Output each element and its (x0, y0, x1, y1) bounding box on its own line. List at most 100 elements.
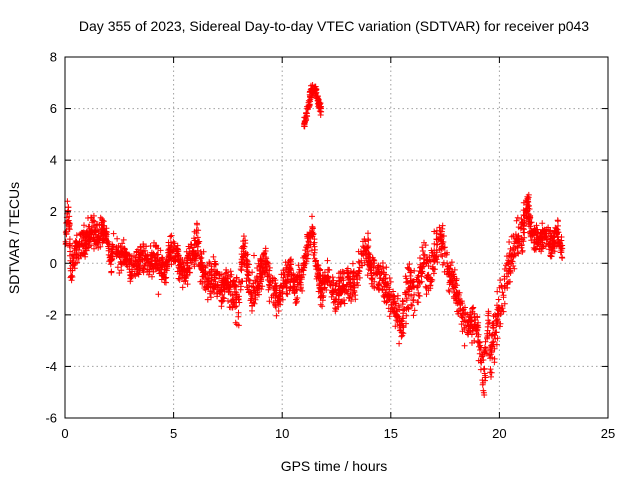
data-point (476, 339, 483, 346)
data-point (500, 292, 507, 299)
data-point (467, 328, 474, 335)
data-point (257, 255, 264, 262)
data-point (507, 268, 514, 275)
data-point (329, 274, 336, 281)
data-point (287, 260, 294, 266)
data-point (227, 291, 234, 298)
data-point (332, 296, 339, 303)
data-point (256, 291, 262, 298)
data-point (423, 256, 430, 263)
data-point (66, 242, 73, 249)
data-point (266, 264, 273, 271)
data-point (232, 319, 239, 326)
data-point (494, 288, 501, 295)
data-point (206, 259, 213, 266)
data-point (382, 280, 388, 287)
data-point (317, 286, 324, 293)
data-point (73, 232, 80, 239)
data-point (91, 228, 98, 235)
data-point (317, 294, 324, 301)
data-point (438, 251, 444, 258)
data-point (108, 269, 115, 276)
data-point (369, 275, 376, 281)
data-point (439, 253, 446, 260)
data-point (453, 277, 460, 284)
data-point (548, 235, 555, 242)
data-point (287, 265, 294, 272)
data-point (349, 260, 356, 267)
data-point (266, 281, 272, 288)
data-point (365, 230, 371, 237)
data-point (244, 264, 251, 271)
data-point (314, 273, 320, 280)
data-point (558, 254, 565, 261)
data-point (445, 287, 452, 294)
data-point (419, 244, 426, 251)
data-point (330, 299, 337, 306)
data-point (446, 288, 453, 295)
data-point (131, 261, 138, 268)
data-point (338, 299, 345, 306)
data-point (200, 248, 207, 255)
data-point (513, 217, 520, 224)
data-point (176, 276, 183, 283)
data-point (403, 312, 410, 319)
data-point (65, 223, 72, 230)
data-point (514, 249, 521, 256)
data-point (402, 291, 409, 298)
data-point (124, 263, 131, 270)
data-point (287, 257, 293, 264)
data-point (501, 273, 508, 280)
data-point (218, 303, 225, 310)
data-point (429, 265, 436, 272)
data-point (371, 278, 378, 285)
data-point (376, 281, 382, 288)
data-point (437, 237, 444, 244)
data-point (424, 272, 431, 279)
data-point (398, 333, 405, 340)
data-point (494, 310, 501, 317)
data-point (189, 255, 196, 262)
data-point (279, 296, 286, 303)
data-point (273, 312, 280, 319)
data-point (113, 251, 120, 258)
data-point (496, 306, 503, 313)
data-point (368, 259, 374, 266)
data-point (547, 252, 554, 259)
data-point (266, 284, 273, 291)
data-point (259, 265, 266, 272)
data-point (208, 294, 214, 301)
data-point (446, 281, 453, 288)
data-point (411, 307, 418, 314)
data-point (471, 325, 477, 332)
data-point (255, 282, 262, 289)
data-point (396, 304, 403, 311)
data-point (139, 251, 146, 258)
data-point (491, 311, 498, 318)
data-point (238, 267, 245, 274)
data-point (178, 264, 185, 271)
data-point (121, 245, 128, 252)
data-point (148, 249, 155, 256)
data-point (495, 296, 502, 303)
data-point (477, 342, 484, 349)
data-point (400, 306, 407, 313)
data-point (227, 273, 234, 280)
data-point (181, 257, 188, 264)
data-point (548, 246, 555, 253)
data-point (316, 99, 323, 106)
data-point (91, 245, 97, 252)
data-point (304, 233, 311, 240)
data-point (392, 311, 399, 317)
data-point (204, 284, 211, 290)
data-point (266, 298, 273, 305)
data-point (81, 222, 87, 229)
data-point (301, 253, 308, 259)
data-point (365, 266, 372, 273)
data-point (519, 247, 526, 254)
data-point (371, 284, 378, 291)
data-point (408, 301, 415, 308)
data-point (484, 335, 491, 342)
data-point (507, 245, 514, 252)
data-point (99, 217, 106, 224)
